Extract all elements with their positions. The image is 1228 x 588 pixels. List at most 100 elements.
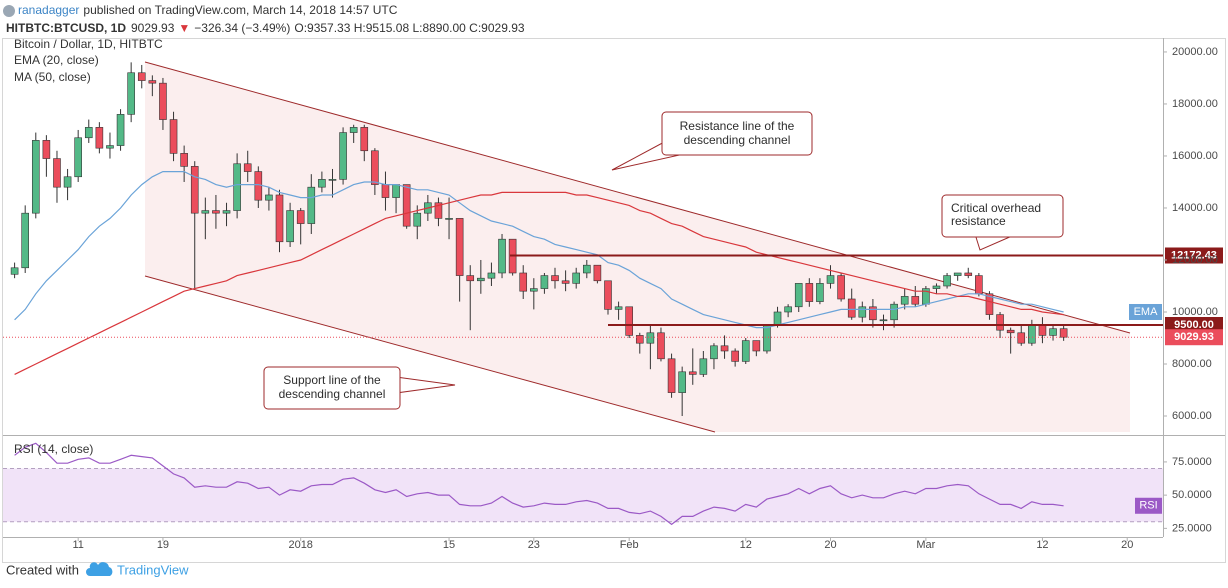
candle-body xyxy=(582,264,591,274)
last-price-label: 9029.93 xyxy=(1174,331,1214,343)
candle-body xyxy=(625,306,633,336)
candle-body xyxy=(1059,328,1068,338)
candle-body xyxy=(180,153,188,167)
y-tick-label: 10000.00 xyxy=(1172,306,1218,318)
candle-body xyxy=(975,275,983,295)
candle-body xyxy=(1017,332,1026,344)
candle-body xyxy=(646,332,655,344)
annotation: Resistance line of the xyxy=(680,119,795,133)
candle-body xyxy=(953,272,962,276)
candle-body xyxy=(137,72,146,81)
logo xyxy=(86,562,113,576)
y-tick-label: 6000.00 xyxy=(1172,410,1212,422)
candle-body xyxy=(477,277,485,282)
candle-body xyxy=(201,210,210,214)
annotation: resistance xyxy=(951,214,1006,228)
x-tick-label: Feb xyxy=(620,539,639,551)
candle-body xyxy=(678,371,686,393)
candle-body xyxy=(169,119,178,154)
candle-body xyxy=(360,127,369,152)
callout-box[interactable] xyxy=(941,194,1064,238)
created-with: Created with xyxy=(6,562,79,577)
resistance-line[interactable] xyxy=(144,61,1131,334)
change: −326.34 (−3.49%) xyxy=(194,21,290,35)
candle-body xyxy=(710,345,718,360)
candle-body xyxy=(614,306,623,310)
symbol-line: HITBTC:BTCUSD, 1D 9029.93 ▼ −326.34 (−3.49%… xyxy=(6,21,525,35)
candle-body xyxy=(900,296,909,305)
level-badge xyxy=(1165,316,1223,333)
y-tick-label: 25.0000 xyxy=(1172,522,1212,534)
candle-body xyxy=(190,166,199,214)
candle-body xyxy=(731,350,739,362)
x-tick-label: 19 xyxy=(157,539,169,551)
candle-body xyxy=(371,150,379,185)
candle-body xyxy=(943,275,951,287)
candle-body xyxy=(84,127,93,139)
x-tick-label: Mar xyxy=(916,539,935,551)
candle-body xyxy=(349,127,358,133)
candle-body xyxy=(233,163,241,211)
candle-body xyxy=(127,72,135,115)
candle-body xyxy=(763,324,771,352)
level-label: 9500.00 xyxy=(1174,319,1214,331)
legend-entry: MA (50, close) xyxy=(14,70,91,84)
brand[interactable]: TradingView xyxy=(117,562,189,577)
candle-body xyxy=(42,140,51,159)
rsi-line xyxy=(14,442,1064,526)
candle-body xyxy=(837,275,845,300)
candle-body xyxy=(741,340,750,362)
candle-body xyxy=(328,179,337,181)
candle-body xyxy=(540,275,549,289)
candle-body xyxy=(381,184,390,198)
candle-body xyxy=(657,332,665,360)
candle-body xyxy=(816,283,824,302)
candle-body xyxy=(530,288,538,292)
x-tick-label: 2018 xyxy=(288,539,312,551)
candle-body xyxy=(434,202,443,219)
candle-body xyxy=(1006,329,1015,334)
candle-body xyxy=(858,306,867,318)
level-badge xyxy=(1165,247,1223,264)
candle-body xyxy=(911,296,920,305)
candle-body xyxy=(31,140,40,214)
series-tag: EMA xyxy=(1134,306,1159,318)
change-arrow: ▼ xyxy=(178,21,190,35)
annotation: descending channel xyxy=(684,133,791,147)
chart-title: Bitcoin / Dollar, 1D, HITBTC xyxy=(14,37,163,51)
y-tick-label: 14000.00 xyxy=(1172,202,1218,214)
candle-body xyxy=(53,158,61,188)
support-line[interactable] xyxy=(144,275,716,433)
callout-box[interactable] xyxy=(263,366,401,410)
candle-body xyxy=(720,345,729,352)
candle-body xyxy=(964,272,973,276)
annotation: Support line of the xyxy=(283,373,381,387)
callout-box[interactable] xyxy=(661,111,813,156)
candle-body xyxy=(402,184,411,227)
rsi-badge xyxy=(1135,497,1162,514)
x-tick-label: 12 xyxy=(1036,539,1048,551)
candle-body xyxy=(254,171,263,201)
candle-body xyxy=(869,306,877,321)
candle-body xyxy=(222,210,231,214)
candle-body xyxy=(212,210,220,214)
candle-body xyxy=(286,210,294,243)
candle-body xyxy=(318,179,326,188)
y-tick-label: 20000.00 xyxy=(1172,46,1218,58)
candle-body xyxy=(106,145,114,149)
candle-body xyxy=(826,275,835,284)
legend-entry: EMA (20, close) xyxy=(14,53,99,67)
author[interactable]: ranadagger xyxy=(18,3,79,17)
publish-line: ranadagger published on TradingView.com, … xyxy=(18,3,398,17)
candle-body xyxy=(265,194,273,201)
x-tick-label: 20 xyxy=(1121,539,1133,551)
y-tick-label: 12000.00 xyxy=(1172,254,1218,266)
candle-body xyxy=(932,285,941,289)
rsi-badge-label: RSI xyxy=(1139,500,1157,512)
published: published on TradingView.com, March 14, … xyxy=(83,3,397,17)
candle-body xyxy=(63,176,72,188)
frame xyxy=(2,38,1226,563)
candle-body xyxy=(487,272,496,279)
channel-fill xyxy=(145,62,1130,432)
candle-body xyxy=(445,218,453,220)
